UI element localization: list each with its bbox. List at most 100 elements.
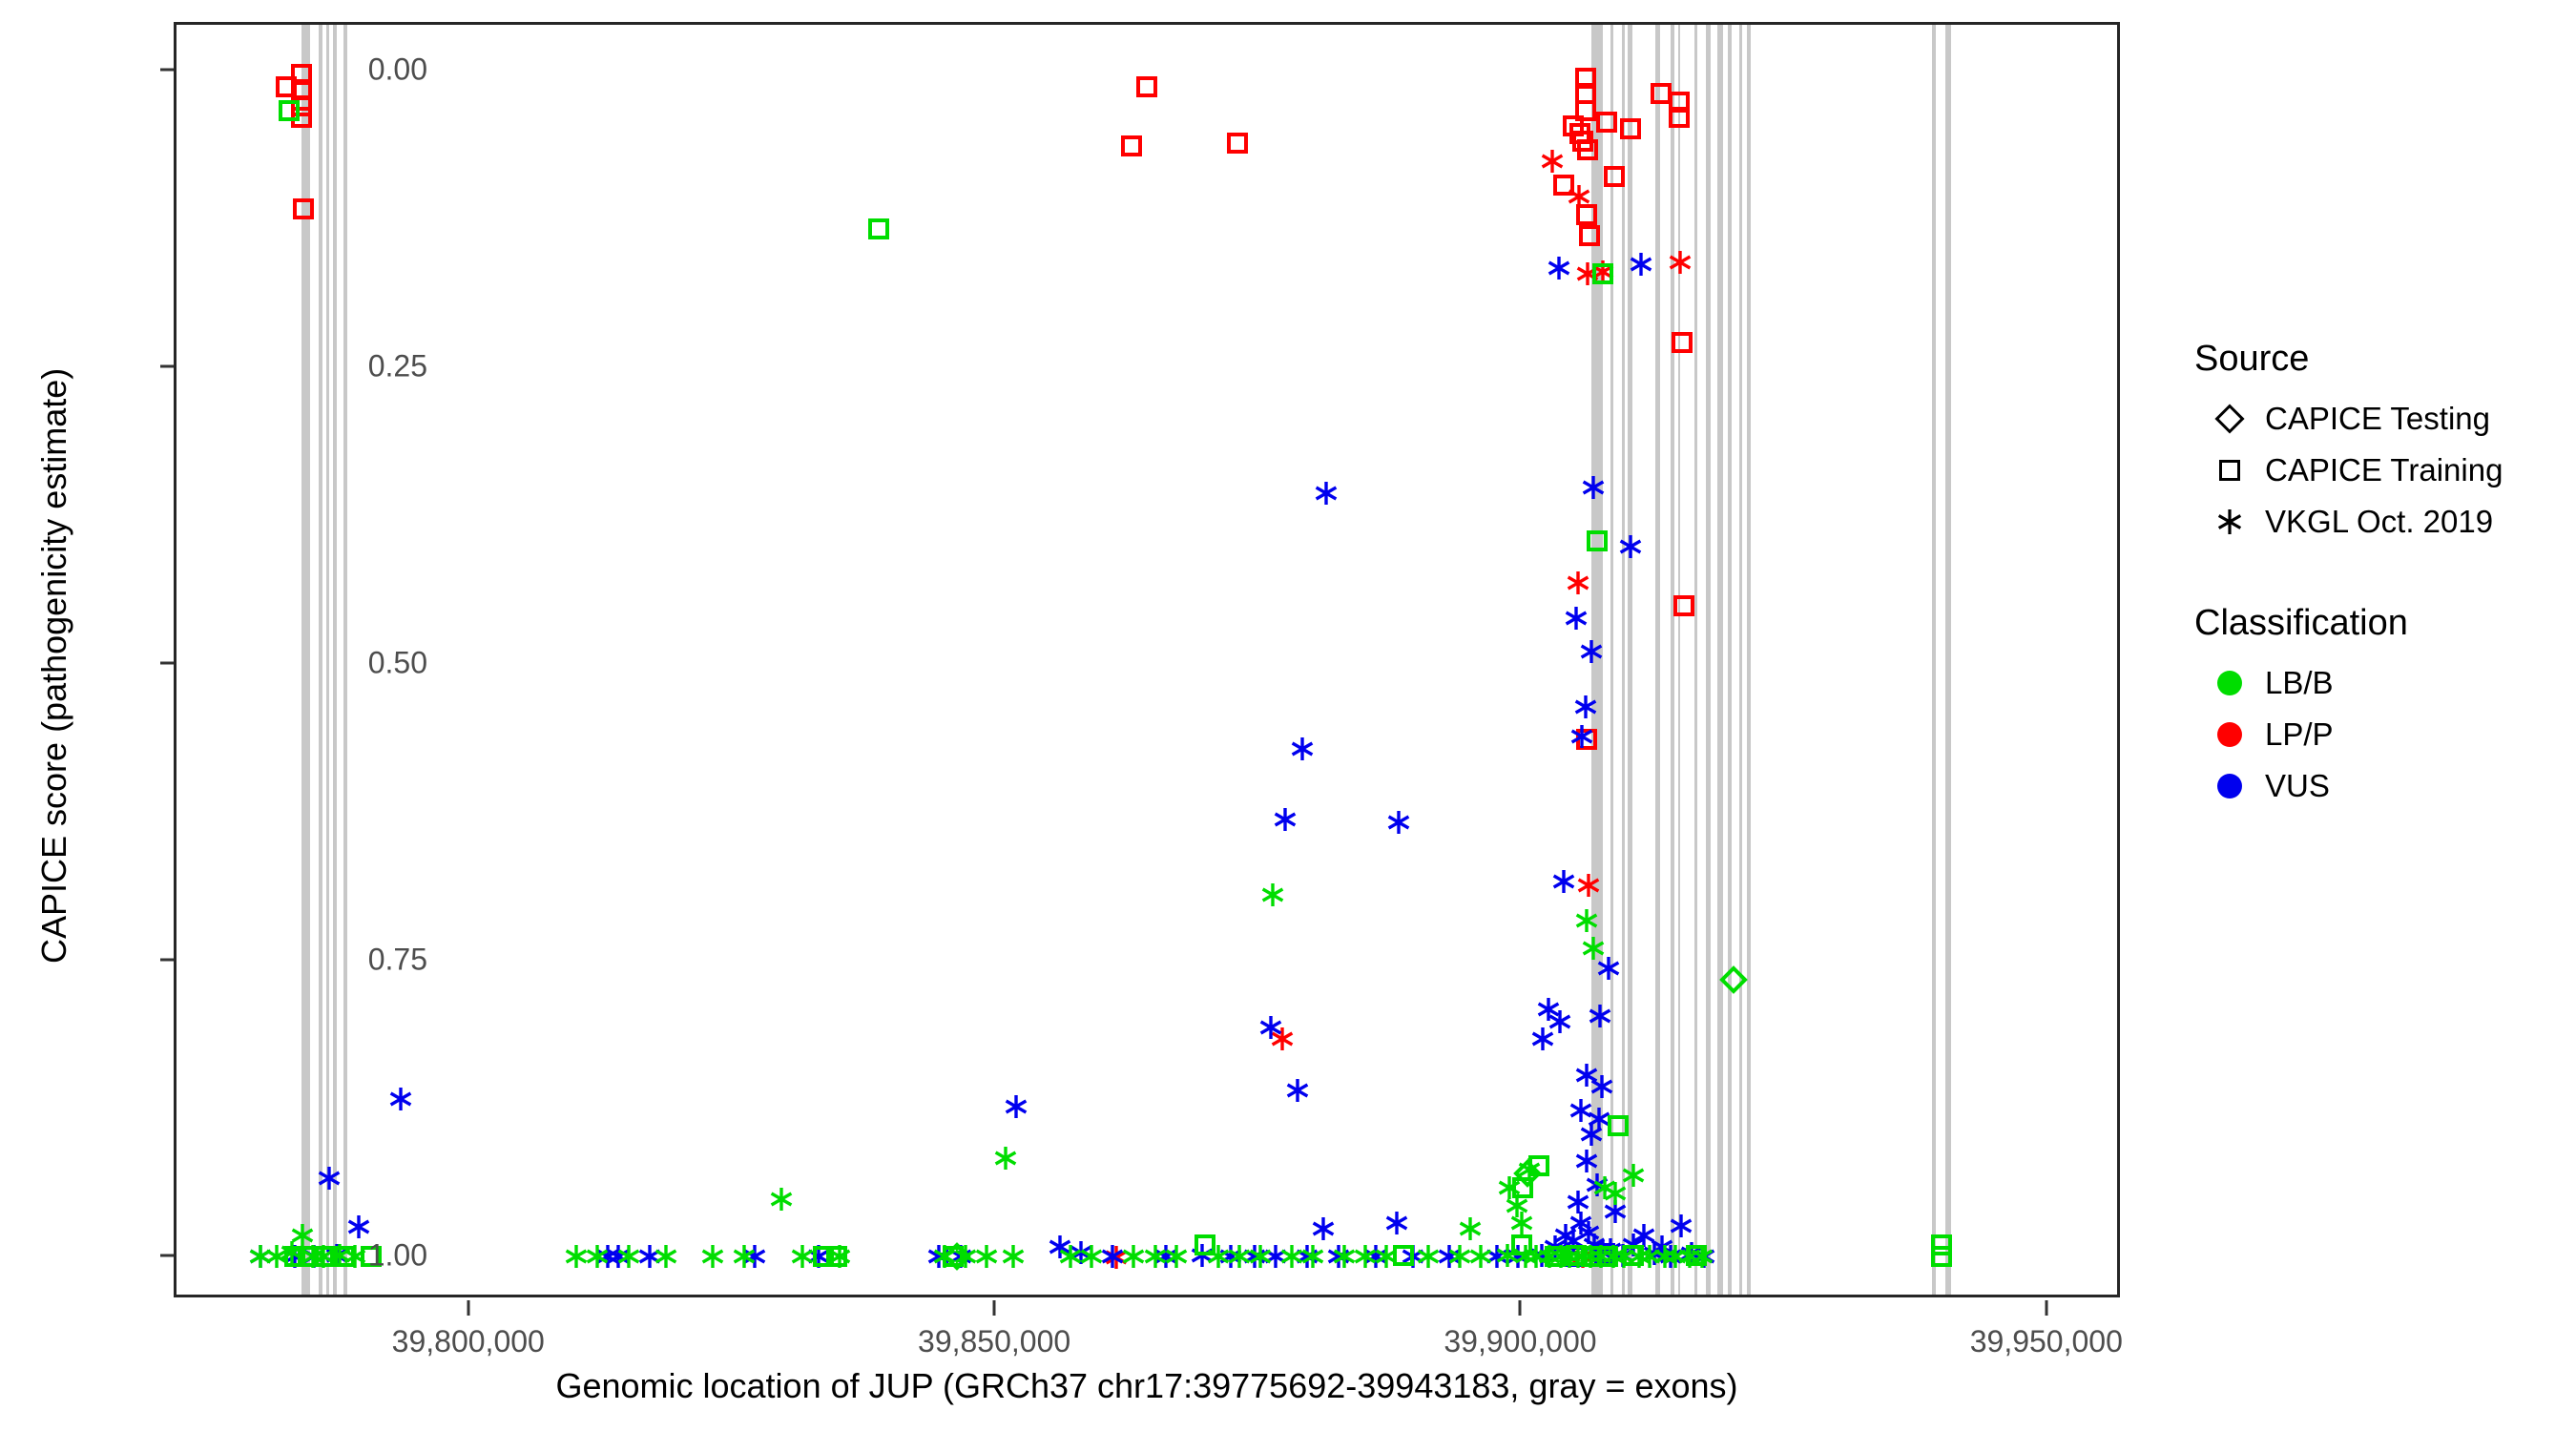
data-point-asterisk	[1569, 724, 1594, 749]
legend-item-vkgl-oct-2019[interactable]: VKGL Oct. 2019	[2194, 496, 2557, 548]
data-point-asterisk	[1517, 1157, 1542, 1182]
legend-item-vus[interactable]: VUS	[2194, 760, 2557, 812]
data-point-asterisk	[264, 1244, 289, 1269]
data-point-square	[1392, 1244, 1414, 1266]
data-point-asterisk	[1285, 1078, 1310, 1103]
exon-band	[1932, 25, 1936, 1295]
data-point-asterisk	[248, 1244, 273, 1269]
data-point-square	[1512, 1176, 1534, 1198]
data-point-asterisk	[1579, 639, 1604, 664]
data-point-asterisk	[769, 1187, 794, 1212]
data-point-square	[1528, 1155, 1549, 1177]
data-point-asterisk	[1121, 1244, 1146, 1269]
data-point-asterisk	[1069, 1240, 1093, 1265]
data-point-square	[1575, 203, 1597, 225]
data-point-asterisk	[1601, 1244, 1626, 1269]
data-point-square	[1574, 67, 1596, 89]
exon-band	[325, 25, 329, 1295]
data-point-asterisk	[1610, 1243, 1635, 1268]
legend-item-capice-training[interactable]: CAPICE Training	[2194, 445, 2557, 496]
asterisk-icon	[2194, 496, 2265, 548]
legend-item-label: LP/P	[2265, 716, 2334, 752]
legend-source-title: Source	[2194, 339, 2310, 379]
data-point-asterisk	[1589, 1244, 1613, 1269]
data-point-square	[1544, 1245, 1566, 1267]
data-point-asterisk	[1557, 1244, 1582, 1269]
data-point-square	[1575, 728, 1597, 750]
data-point-asterisk	[1669, 1213, 1693, 1238]
exon-band	[1622, 25, 1626, 1295]
data-point-asterisk	[1263, 1244, 1288, 1269]
data-point-asterisk	[606, 1244, 631, 1269]
data-point-asterisk	[1311, 1216, 1336, 1241]
data-point-asterisk	[1248, 1244, 1273, 1269]
data-point-asterisk	[1567, 184, 1591, 209]
data-point-asterisk	[1536, 997, 1561, 1022]
data-point-asterisk	[248, 1244, 273, 1269]
data-point-asterisk	[1677, 1244, 1702, 1269]
data-point-asterisk	[282, 1244, 307, 1269]
data-point-asterisk	[317, 1166, 342, 1191]
data-point-asterisk	[1190, 1243, 1215, 1268]
data-point-asterisk	[1537, 1244, 1562, 1269]
data-point-asterisk	[1553, 1223, 1578, 1248]
data-point-asterisk	[1570, 1244, 1595, 1269]
data-point-square	[1931, 1234, 1953, 1255]
data-point-asterisk	[1485, 1244, 1509, 1269]
exon-band	[333, 25, 337, 1295]
data-point-asterisk	[1332, 1244, 1357, 1269]
legend-item-lp-p[interactable]: LP/P	[2194, 709, 2557, 760]
data-point-asterisk	[1637, 1244, 1662, 1269]
data-point-asterisk	[1663, 1244, 1688, 1269]
legend-item-label: VUS	[2265, 768, 2330, 803]
data-point-square	[1607, 1115, 1629, 1137]
data-point-asterisk	[1048, 1234, 1072, 1259]
y-tick-mark	[160, 364, 174, 368]
exon-band	[343, 25, 347, 1295]
data-point-square	[1569, 123, 1590, 145]
exon-band	[1717, 25, 1723, 1295]
x-tick-mark	[1518, 1300, 1522, 1316]
square-icon	[2194, 445, 2265, 496]
data-point-asterisk	[806, 1244, 831, 1269]
data-point-asterisk	[595, 1244, 620, 1269]
legend-item-capice-testing[interactable]: CAPICE Testing	[2194, 393, 2557, 445]
data-point-asterisk	[1153, 1244, 1178, 1269]
plot-panel	[174, 22, 2120, 1297]
data-point-asterisk	[1004, 1094, 1028, 1119]
data-point-square	[1595, 111, 1617, 133]
legend-classification: Classification LB/B LP/P VUS	[2194, 603, 2557, 812]
data-point-square	[313, 1245, 335, 1267]
data-point-square	[291, 94, 313, 116]
data-point-square	[1578, 225, 1600, 247]
x-tick-label: 39,800,000	[391, 1324, 545, 1358]
data-point-asterisk	[1458, 1216, 1483, 1241]
data-point-asterisk	[1574, 1063, 1599, 1088]
x-tick-mark	[992, 1300, 996, 1316]
data-point-asterisk	[1001, 1244, 1026, 1269]
legend-container: Source CAPICE Testing CAPICE Training VK…	[2194, 339, 2557, 867]
data-point-asterisk	[1652, 1244, 1677, 1269]
data-point-asterisk	[1596, 956, 1621, 981]
data-point-asterisk	[1401, 1244, 1425, 1269]
data-point-diamond	[1513, 1159, 1542, 1188]
data-point-square	[1686, 1244, 1708, 1266]
data-point-asterisk	[1447, 1244, 1472, 1269]
data-point-asterisk	[1621, 1163, 1646, 1188]
y-tick-label: 0.75	[367, 942, 427, 977]
data-point-asterisk	[311, 1244, 336, 1269]
data-point-asterisk	[732, 1244, 757, 1269]
data-point-asterisk	[1270, 1027, 1295, 1051]
data-point-asterisk	[1650, 1234, 1674, 1259]
data-point-asterisk	[1509, 1211, 1534, 1235]
y-axis-label: CAPICE score (pathogenicity estimate)	[34, 367, 73, 964]
data-point-square	[1604, 166, 1626, 188]
y-tick-mark	[160, 661, 174, 665]
data-point-asterisk	[1374, 1244, 1399, 1269]
data-point-diamond	[1719, 965, 1748, 995]
legend-item-lb-b[interactable]: LB/B	[2194, 657, 2557, 709]
exon-band	[1655, 25, 1660, 1295]
data-point-asterisk	[654, 1244, 678, 1269]
data-point-asterisk	[1279, 1244, 1304, 1269]
data-point-square	[1596, 1245, 1618, 1267]
